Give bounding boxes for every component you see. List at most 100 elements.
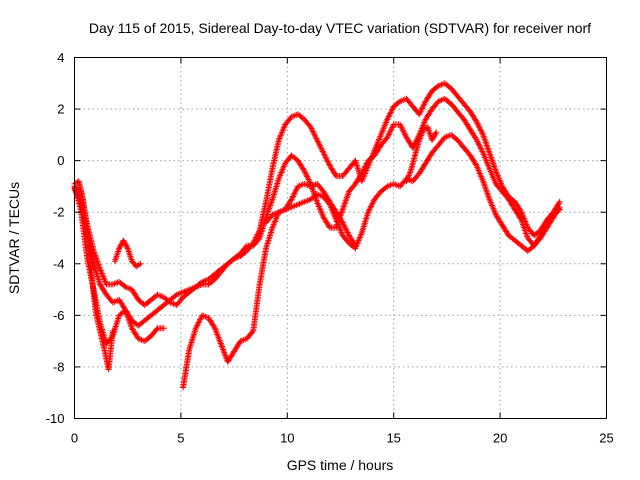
data-point	[365, 207, 372, 214]
data-point	[314, 137, 321, 144]
series-track-d	[71, 178, 144, 373]
data-point	[388, 125, 395, 132]
data-point	[400, 128, 407, 135]
x-tick-label: 15	[386, 431, 400, 446]
data-point	[316, 142, 323, 149]
data-point	[343, 226, 350, 233]
data-point	[417, 134, 424, 141]
data-point	[476, 142, 483, 149]
chart-title: Day 115 of 2015, Sidereal Day-to-day VTE…	[89, 20, 591, 36]
data-point	[120, 237, 127, 244]
data-point	[302, 169, 309, 176]
data-point	[320, 149, 327, 156]
data-point	[193, 323, 200, 330]
data-point	[197, 315, 204, 322]
data-point	[122, 241, 129, 248]
data-point	[314, 138, 321, 145]
data-point	[309, 128, 316, 135]
data-point	[116, 245, 123, 252]
data-point	[121, 238, 128, 245]
data-point	[398, 124, 405, 131]
data-point	[321, 151, 328, 158]
data-point	[479, 130, 486, 137]
data-point	[475, 141, 482, 148]
data-point	[305, 176, 312, 183]
data-point	[387, 110, 394, 117]
y-tick-label: 0	[57, 153, 64, 168]
data-point	[289, 193, 296, 200]
data-point	[194, 320, 201, 327]
data-point	[421, 101, 428, 108]
data-point	[430, 134, 437, 141]
data-point	[313, 135, 320, 142]
data-point	[358, 170, 365, 177]
data-point	[404, 175, 411, 182]
data-point	[399, 127, 406, 134]
data-point	[318, 145, 325, 152]
x-axis-label: GPS time / hours	[287, 457, 394, 473]
y-axis-label: SDTVAR / TECUs	[6, 182, 22, 294]
data-point	[308, 125, 315, 132]
data-point	[477, 127, 484, 134]
data-point	[136, 261, 143, 268]
data-point	[473, 137, 480, 144]
data-point	[362, 163, 369, 170]
data-point	[309, 126, 316, 133]
data-point	[363, 161, 370, 168]
data-point	[407, 169, 414, 176]
data-point	[137, 260, 144, 267]
data-point	[475, 123, 482, 130]
data-point	[116, 244, 123, 251]
data-point	[402, 131, 409, 138]
x-tick-label: 5	[177, 431, 184, 446]
data-point	[344, 229, 351, 236]
y-tick-label: -8	[53, 359, 65, 374]
data-point	[249, 329, 256, 336]
data-point	[401, 130, 408, 137]
data-point	[288, 196, 295, 203]
data-point	[397, 122, 404, 129]
y-tick-label: 4	[57, 50, 64, 65]
data-point	[292, 189, 299, 196]
data-point	[160, 325, 167, 332]
data-point	[319, 147, 326, 154]
data-point	[416, 137, 423, 144]
data-point	[431, 131, 438, 138]
data-point	[418, 106, 425, 113]
data-point	[431, 133, 438, 140]
data-point	[324, 157, 331, 164]
data-point	[432, 130, 439, 137]
data-point	[420, 102, 427, 109]
data-point	[368, 202, 375, 209]
data-point	[403, 178, 410, 185]
data-point	[387, 127, 394, 134]
data-point	[363, 160, 370, 167]
data-point	[311, 131, 318, 138]
data-point	[416, 109, 423, 116]
data-points-layer	[71, 80, 563, 391]
data-point	[325, 159, 332, 166]
data-point	[304, 175, 311, 182]
data-point	[474, 138, 481, 145]
data-point	[366, 206, 373, 213]
data-point	[385, 131, 392, 138]
data-point	[195, 319, 202, 326]
data-point	[324, 158, 331, 165]
data-point	[117, 242, 124, 249]
data-point	[387, 128, 394, 135]
data-point	[389, 124, 396, 131]
data-point	[474, 120, 481, 127]
data-point	[315, 139, 322, 146]
x-tick-label: 25	[599, 431, 613, 446]
data-point	[317, 144, 324, 151]
data-point	[385, 113, 392, 120]
data-point	[121, 240, 128, 247]
data-point	[310, 129, 317, 136]
y-tick-label: -10	[46, 411, 65, 426]
data-point	[211, 323, 218, 330]
data-point	[311, 132, 318, 139]
data-point	[292, 187, 299, 194]
data-point	[479, 148, 486, 155]
data-point	[352, 242, 359, 249]
